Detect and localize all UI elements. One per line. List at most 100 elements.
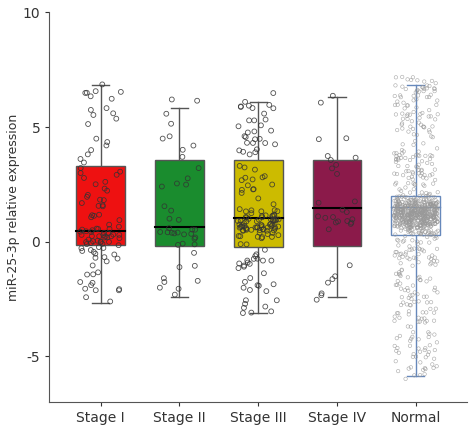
Point (236, 224, 244, 231)
Point (433, 206, 440, 213)
Point (400, 211, 408, 218)
Point (420, 182, 428, 189)
Point (394, 209, 402, 216)
Point (418, 215, 425, 222)
Point (329, 92, 337, 99)
Point (393, 335, 401, 342)
Point (432, 220, 439, 227)
Point (423, 234, 431, 241)
Point (399, 253, 406, 260)
Point (413, 224, 421, 231)
Point (180, 231, 188, 238)
Point (91, 250, 99, 257)
Point (236, 147, 243, 154)
Point (407, 213, 414, 220)
Point (404, 208, 412, 215)
Point (404, 194, 411, 201)
Point (399, 141, 407, 148)
Point (418, 210, 425, 217)
Point (422, 215, 430, 222)
Point (393, 210, 401, 217)
Point (392, 200, 400, 207)
Point (425, 203, 432, 210)
Point (250, 186, 257, 193)
Point (396, 333, 404, 340)
Point (397, 187, 405, 194)
Point (425, 228, 433, 235)
Point (113, 172, 120, 178)
Point (411, 289, 419, 296)
Point (399, 199, 406, 206)
Point (391, 222, 398, 229)
Point (87, 282, 95, 289)
Point (414, 221, 421, 228)
Point (419, 213, 427, 219)
Point (394, 223, 402, 230)
Point (429, 221, 437, 228)
Point (406, 212, 413, 219)
Point (255, 195, 262, 202)
Point (407, 292, 414, 299)
Point (425, 329, 432, 336)
Point (417, 215, 425, 222)
Point (234, 217, 242, 224)
Point (95, 233, 103, 240)
Point (393, 310, 401, 317)
Point (400, 148, 408, 155)
Point (401, 210, 408, 217)
Point (90, 271, 97, 278)
Point (332, 219, 340, 226)
Point (419, 212, 427, 219)
Point (240, 284, 247, 291)
Point (408, 221, 415, 228)
Point (392, 74, 400, 81)
Point (431, 346, 438, 353)
Point (420, 199, 428, 206)
Point (328, 276, 336, 283)
Point (428, 198, 435, 205)
Point (396, 186, 403, 193)
Point (418, 315, 426, 322)
Point (158, 183, 166, 190)
Point (390, 204, 398, 211)
Point (408, 206, 415, 213)
Point (246, 275, 254, 282)
Point (409, 209, 416, 216)
Point (401, 155, 409, 162)
Point (428, 194, 436, 201)
Point (401, 207, 409, 214)
Point (415, 203, 422, 210)
Point (411, 207, 419, 214)
Point (392, 111, 400, 118)
Point (404, 162, 411, 169)
Point (412, 201, 420, 208)
Point (407, 211, 415, 218)
Point (236, 206, 244, 213)
Point (408, 207, 416, 214)
Point (411, 181, 419, 188)
Point (393, 223, 401, 230)
Point (407, 209, 415, 216)
Point (393, 203, 401, 210)
Point (431, 287, 438, 294)
Point (101, 185, 109, 192)
Point (428, 259, 435, 266)
Point (429, 215, 437, 222)
Point (431, 235, 438, 242)
Point (410, 222, 417, 229)
Point (430, 203, 438, 210)
Point (266, 221, 273, 228)
Bar (76, 166, 125, 245)
Point (399, 202, 407, 209)
Point (415, 211, 423, 218)
Point (432, 209, 439, 216)
Point (112, 115, 120, 122)
Point (406, 243, 413, 250)
Point (414, 218, 421, 225)
Point (187, 230, 195, 237)
Point (428, 123, 436, 130)
Point (84, 151, 91, 158)
Point (88, 233, 96, 240)
Point (315, 199, 322, 206)
Point (432, 261, 439, 268)
